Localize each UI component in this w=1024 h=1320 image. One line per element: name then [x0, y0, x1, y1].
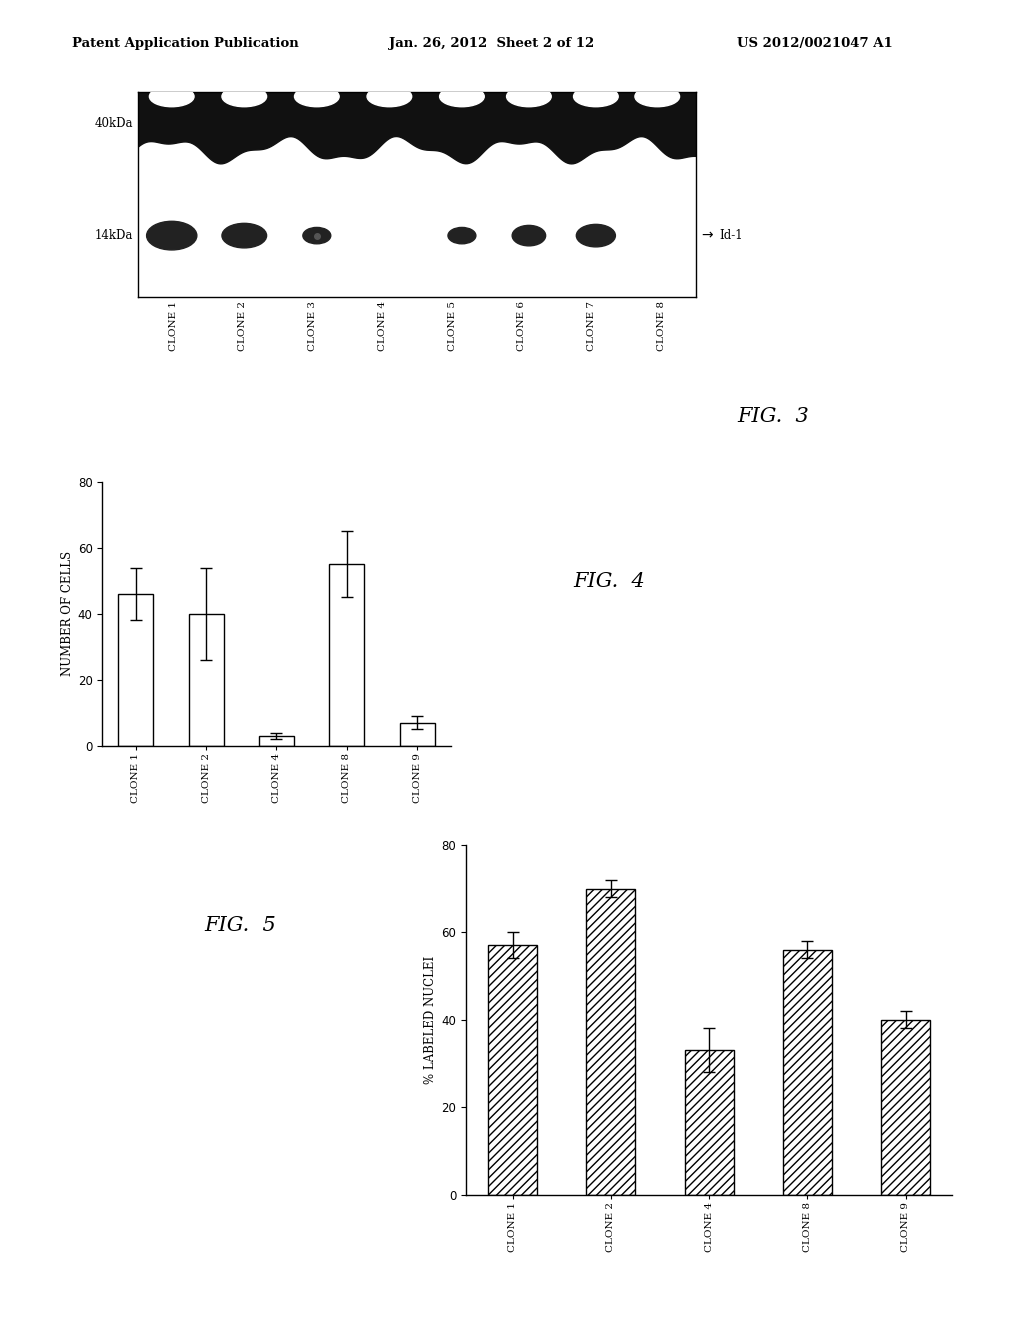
- Text: CLONE 1: CLONE 1: [169, 301, 177, 351]
- Ellipse shape: [367, 86, 412, 107]
- Ellipse shape: [447, 227, 476, 244]
- Text: Id-1: Id-1: [719, 230, 742, 242]
- Ellipse shape: [303, 227, 331, 244]
- Ellipse shape: [150, 86, 195, 107]
- Bar: [259, 737, 294, 746]
- Text: FIG.  4: FIG. 4: [573, 573, 645, 591]
- Text: 40kDa: 40kDa: [94, 116, 133, 129]
- Y-axis label: NUMBER OF CELLS: NUMBER OF CELLS: [60, 552, 74, 676]
- Text: FIG.  3: FIG. 3: [737, 408, 809, 426]
- Bar: [685, 1051, 733, 1195]
- Ellipse shape: [635, 86, 680, 107]
- Ellipse shape: [439, 86, 484, 107]
- Bar: [881, 1020, 930, 1195]
- Ellipse shape: [512, 226, 546, 246]
- Text: CLONE 6: CLONE 6: [517, 301, 526, 351]
- Text: Patent Application Publication: Patent Application Publication: [72, 37, 298, 50]
- Y-axis label: % LABELED NUCLEI: % LABELED NUCLEI: [424, 956, 437, 1084]
- Ellipse shape: [507, 86, 551, 107]
- Text: CLONE 7: CLONE 7: [587, 301, 596, 351]
- Ellipse shape: [146, 222, 197, 249]
- Text: Jan. 26, 2012  Sheet 2 of 12: Jan. 26, 2012 Sheet 2 of 12: [389, 37, 594, 50]
- Text: FIG.  5: FIG. 5: [205, 916, 276, 935]
- Ellipse shape: [295, 86, 339, 107]
- Ellipse shape: [577, 224, 615, 247]
- Text: CLONE 8: CLONE 8: [657, 301, 666, 351]
- Bar: [488, 945, 538, 1195]
- Ellipse shape: [222, 223, 266, 248]
- Text: CLONE 5: CLONE 5: [447, 301, 457, 351]
- Ellipse shape: [573, 86, 618, 107]
- Bar: [399, 722, 435, 746]
- Text: CLONE 3: CLONE 3: [308, 301, 317, 351]
- Bar: [587, 888, 636, 1195]
- Bar: [118, 594, 154, 746]
- Text: →: →: [701, 228, 713, 243]
- Text: 14kDa: 14kDa: [95, 230, 133, 242]
- Bar: [330, 565, 365, 746]
- Text: CLONE 2: CLONE 2: [239, 301, 248, 351]
- Text: US 2012/0021047 A1: US 2012/0021047 A1: [737, 37, 893, 50]
- Text: CLONE 4: CLONE 4: [378, 301, 387, 351]
- Ellipse shape: [222, 86, 266, 107]
- Bar: [188, 614, 223, 746]
- Bar: [782, 950, 831, 1195]
